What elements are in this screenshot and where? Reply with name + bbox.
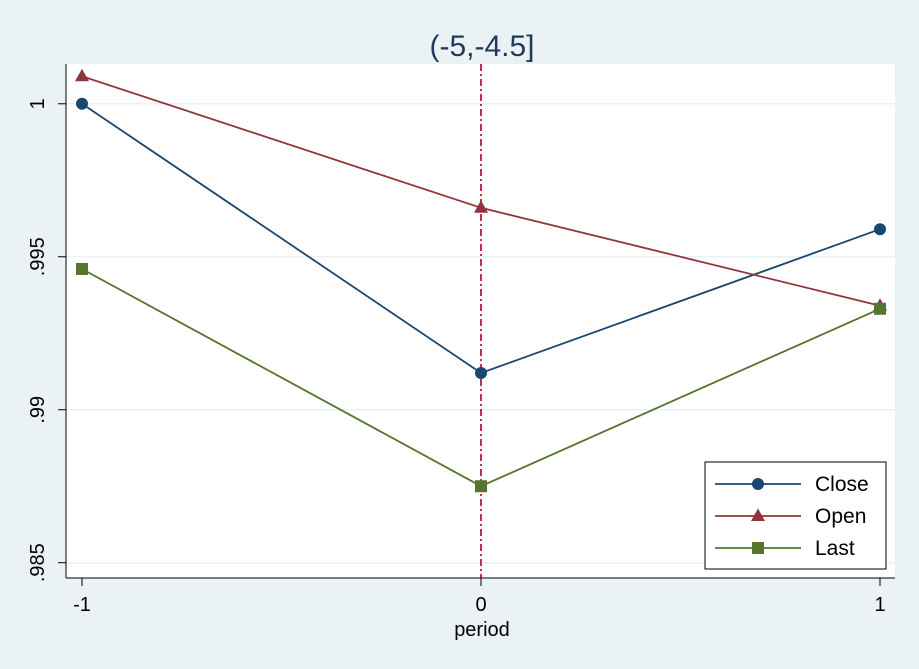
data-point-close <box>475 367 487 380</box>
series-last <box>76 262 886 493</box>
legend-marker-close <box>752 478 764 490</box>
data-point-last <box>874 302 886 315</box>
data-point-open <box>474 200 488 213</box>
legend: Close Open Last <box>704 461 887 570</box>
series-close <box>76 97 886 380</box>
y-tick-label: .99 <box>27 396 49 424</box>
legend-marker-last <box>752 542 764 554</box>
legend-label-last: Last <box>815 537 855 560</box>
data-point-last <box>475 480 487 493</box>
data-point-close <box>874 223 886 236</box>
y-tick-label: .985 <box>27 543 49 582</box>
y-tick-label: .995 <box>27 237 49 276</box>
legend-marker-open <box>751 508 765 521</box>
series-group <box>75 68 887 493</box>
data-point-close <box>76 97 88 110</box>
legend-label-close: Close <box>815 473 869 496</box>
data-point-last <box>76 262 88 275</box>
legend-label-open: Open <box>815 505 866 528</box>
x-tick-label: -1 <box>73 594 91 616</box>
chart-title: (-5,-4.5] <box>429 30 534 63</box>
data-point-open <box>75 68 89 82</box>
axes: .985 .99 .995 1 -1 0 1 <box>27 64 895 616</box>
x-axis-label: period <box>454 619 510 641</box>
x-tick-label: 1 <box>874 594 885 616</box>
y-tick-label: 1 <box>27 98 49 109</box>
x-tick-label: 0 <box>475 594 486 616</box>
